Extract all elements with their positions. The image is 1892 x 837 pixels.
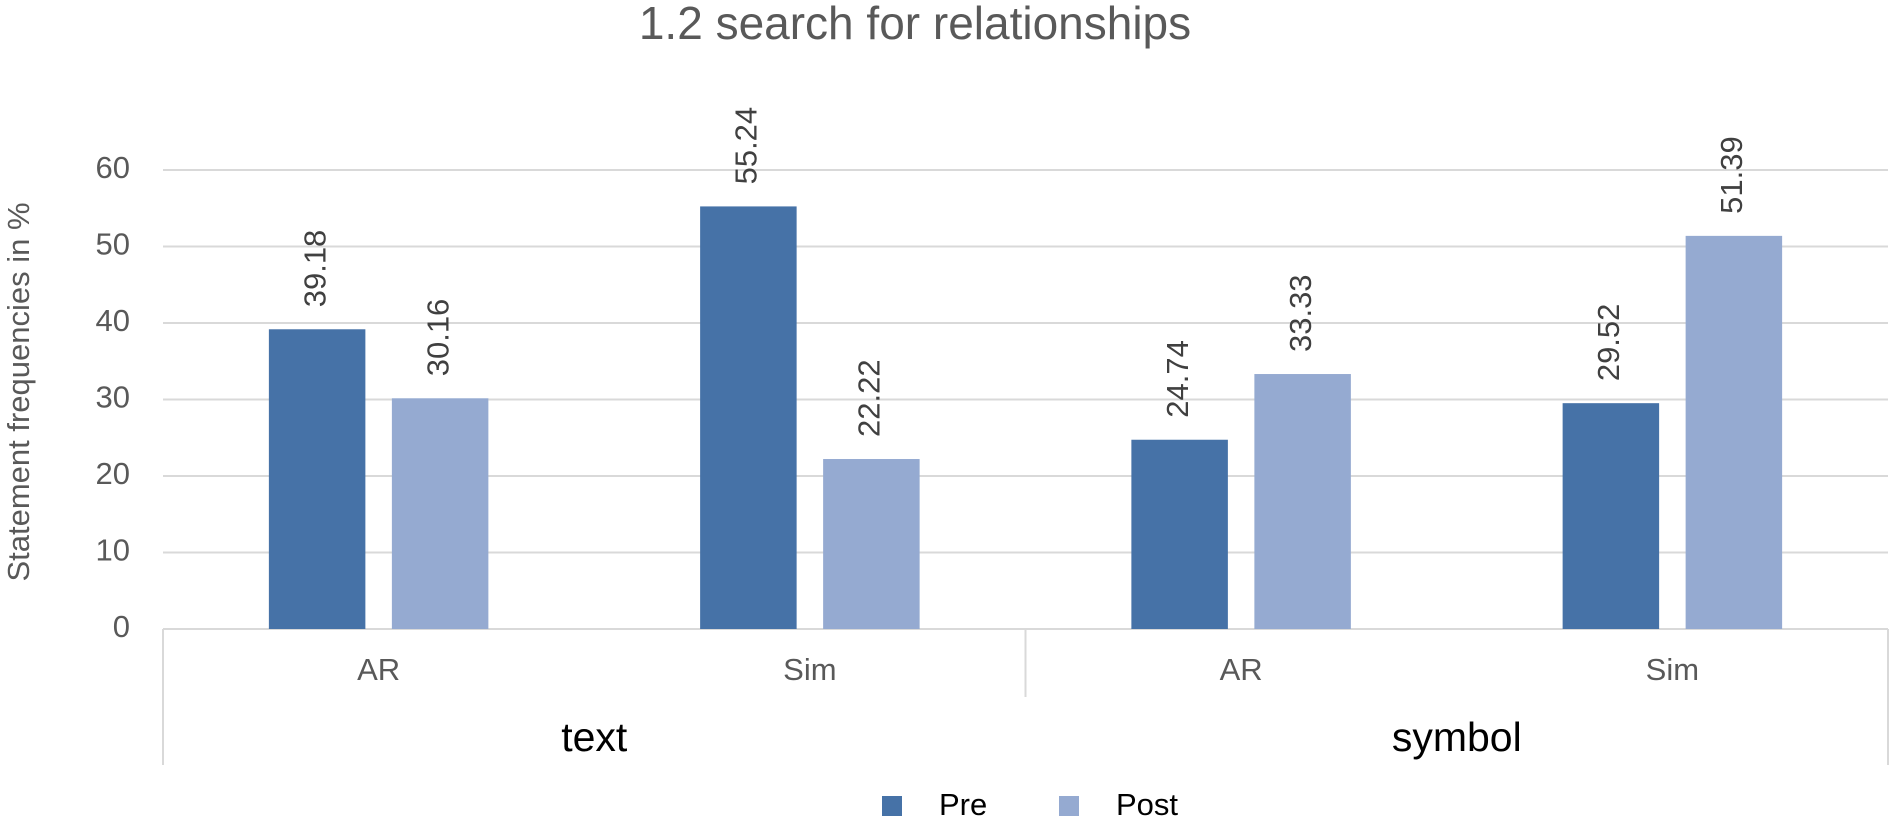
data-label: 33.33	[1283, 274, 1318, 352]
data-label: 29.52	[1591, 304, 1626, 382]
data-label: 55.24	[729, 107, 764, 185]
bar	[268, 329, 366, 629]
legend-swatch	[882, 796, 902, 816]
y-tick-label: 0	[113, 609, 130, 644]
x-tick-label: AR	[357, 652, 400, 687]
bar	[1131, 439, 1228, 629]
group-label: symbol	[1392, 714, 1522, 760]
x-tick-label: AR	[1220, 652, 1263, 687]
chart-title: 1.2 search for relationships	[639, 0, 1191, 49]
legend-label: Post	[1116, 787, 1178, 822]
bar	[1685, 235, 1783, 629]
bar	[1254, 374, 1351, 629]
bar	[823, 459, 920, 629]
data-label: 22.22	[852, 359, 887, 437]
data-label: 39.18	[297, 230, 332, 308]
x-tick-label: Sim	[783, 652, 836, 687]
y-tick-label: 50	[96, 227, 130, 262]
y-tick-label: 10	[96, 533, 130, 568]
y-tick-label: 40	[96, 303, 130, 338]
group-label: text	[561, 714, 628, 760]
data-label: 24.74	[1160, 340, 1195, 418]
x-tick-label: Sim	[1646, 652, 1699, 687]
y-axis-label: Statement frequencies in %	[1, 202, 36, 581]
bar	[1562, 403, 1660, 629]
legend-swatch	[1059, 796, 1079, 816]
bar	[391, 398, 489, 629]
bar	[700, 206, 797, 629]
y-tick-label: 30	[96, 380, 130, 415]
legend-label: Pre	[939, 787, 987, 822]
y-tick-label: 60	[96, 150, 130, 185]
data-label: 30.16	[420, 299, 455, 377]
y-tick-label: 20	[96, 456, 130, 491]
data-label: 51.39	[1714, 136, 1749, 214]
